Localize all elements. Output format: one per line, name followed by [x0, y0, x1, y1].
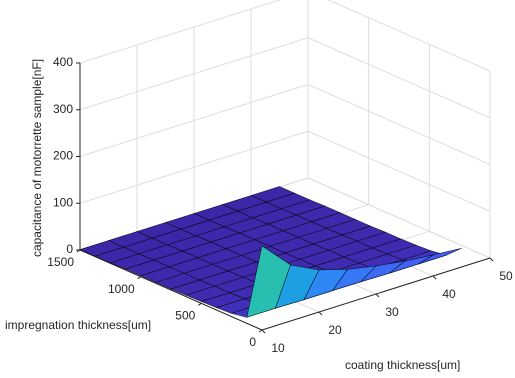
z-tick-label: 0 — [66, 242, 73, 256]
x-tick-label: 20 — [328, 323, 342, 337]
z-tick-label: 200 — [53, 149, 73, 163]
grid-line — [307, 130, 491, 212]
grid-line — [327, 0, 491, 72]
y-tick-label: 1500 — [47, 255, 74, 269]
y-tick-label: 0 — [249, 335, 256, 349]
tick-mark — [318, 311, 323, 316]
tick-mark — [489, 257, 494, 262]
x-tick-label: 40 — [442, 287, 456, 301]
y-tick-label: 500 — [175, 309, 195, 323]
x-axis-label: coating thickness[um] — [345, 358, 460, 372]
tick-mark — [198, 302, 202, 306]
x-tick-label: 10 — [271, 341, 285, 355]
grid-line — [79, 37, 309, 111]
axis-line — [79, 249, 263, 331]
grid-line — [79, 0, 282, 64]
tick-mark — [137, 276, 141, 280]
x-tick-label: 50 — [499, 269, 513, 283]
grid-line — [307, 84, 491, 165]
z-tick-label: 300 — [53, 102, 73, 116]
grid-line — [79, 130, 309, 204]
z-tick-label: 100 — [53, 195, 73, 209]
tick-mark — [432, 275, 437, 280]
z-axis-label: capacitance of motorrette sample[nF] — [30, 59, 44, 257]
grid-line — [307, 37, 491, 119]
grid-line — [79, 84, 309, 157]
tick-mark — [258, 329, 263, 333]
y-axis-label: impregnation thickness[um] — [5, 318, 151, 332]
y-tick-label: 1000 — [108, 282, 135, 296]
tick-mark — [261, 329, 266, 334]
surface-patch — [246, 245, 291, 318]
grid-line — [307, 177, 491, 259]
x-tick-label: 30 — [385, 305, 399, 319]
tick-mark — [375, 293, 380, 298]
z-tick-label: 400 — [53, 55, 73, 69]
